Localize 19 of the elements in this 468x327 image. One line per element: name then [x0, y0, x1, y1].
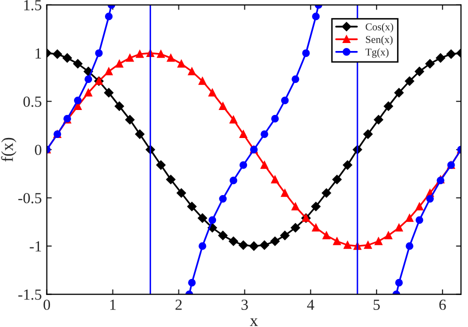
y-tick-label: 1.5	[24, 0, 42, 10]
x-tick-label: 0	[44, 300, 50, 310]
legend-label: Tg(x)	[365, 48, 389, 58]
y-axis-title: f(x)	[1, 138, 16, 162]
y-tick-label: 0	[34, 144, 42, 156]
x-tick-label: 5	[374, 300, 380, 310]
x-tick-label: 2	[176, 300, 182, 310]
x-tick-label: 6	[439, 300, 446, 310]
legend-label: Cos(x)	[366, 23, 394, 32]
y-tick-label: -1.5	[18, 290, 42, 300]
legend-label: Sen(x)	[366, 36, 393, 46]
y-tick-label: -0.5	[18, 192, 42, 204]
y-tick-label: 1	[36, 48, 42, 58]
y-tick-label: 0.5	[23, 96, 42, 107]
x-axis-title: x	[250, 318, 258, 326]
x-tick-label: 1	[110, 300, 116, 310]
y-tick-label: -1	[30, 241, 42, 252]
x-tick-label: 4	[307, 300, 314, 310]
x-tick-label: 3	[242, 300, 248, 310]
